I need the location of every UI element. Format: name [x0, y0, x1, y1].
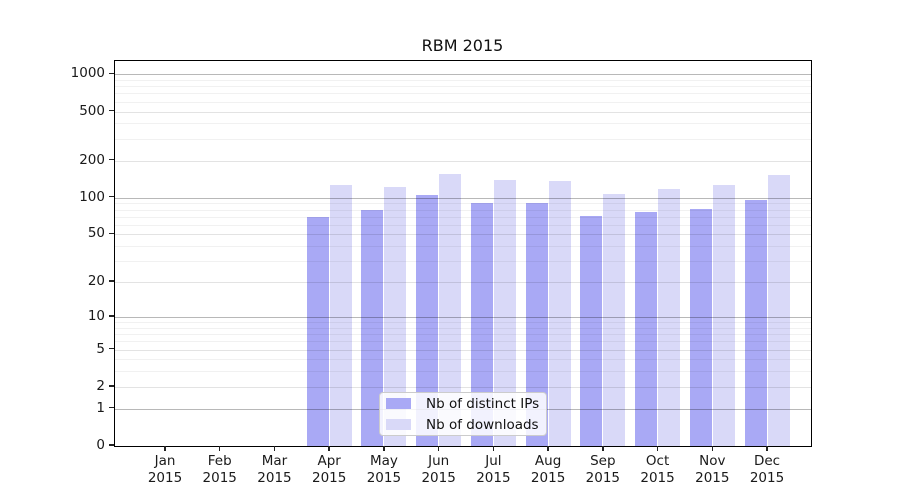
- x-tick-may: [383, 446, 384, 451]
- gridline-minor-800: [115, 86, 811, 87]
- x-tick-aug: [547, 446, 548, 451]
- gridline-minor-700: [115, 93, 811, 94]
- gridline-mid-500: [115, 112, 811, 113]
- gridline-minor-900: [115, 80, 811, 81]
- gridline-major-10: [115, 317, 811, 318]
- y-tick-label-1000: 1000: [35, 65, 105, 81]
- y-tick-label-10: 10: [35, 308, 105, 324]
- y-tick-label-20: 20: [35, 273, 105, 289]
- gridline-minor-6: [115, 341, 811, 342]
- y-tick-label-200: 200: [35, 152, 105, 168]
- gridline-minor-80: [115, 210, 811, 211]
- gridline-mid-200: [115, 161, 811, 162]
- x-tick-jan: [164, 446, 165, 451]
- gridline-mid-2: [115, 387, 811, 388]
- legend-entry-downloads: Nb of downloads: [386, 417, 546, 433]
- x-tick-sep: [602, 446, 603, 451]
- y-tick-label-500: 500: [35, 103, 105, 119]
- bar-downloads-aug: [549, 181, 571, 446]
- x-tick-oct: [657, 446, 658, 451]
- y-tick-1: [109, 407, 114, 408]
- gridline-minor-40: [115, 246, 811, 247]
- gridline-minor-400: [115, 123, 811, 124]
- gridline-minor-7: [115, 334, 811, 335]
- gridline-major-100: [115, 198, 811, 199]
- chart-canvas: RBM 2015 01251020501002005001000Jan 2015…: [0, 0, 900, 500]
- gridline-minor-8: [115, 328, 811, 329]
- plot-area: [114, 60, 812, 447]
- gridline-minor-4: [115, 359, 811, 360]
- x-tick-nov: [712, 446, 713, 451]
- bar-downloads-nov: [713, 185, 735, 446]
- y-tick-50: [109, 233, 114, 234]
- gridline-minor-9: [115, 322, 811, 323]
- legend-entry-distinct-ips: Nb of distinct IPs: [386, 396, 546, 412]
- y-tick-label-50: 50: [35, 225, 105, 241]
- gridline-minor-3: [115, 371, 811, 372]
- gridline-mid-50: [115, 234, 811, 235]
- x-tick-dec: [766, 446, 767, 451]
- gridline-mid-5: [115, 350, 811, 351]
- y-tick-200: [109, 159, 114, 160]
- y-tick-label-0: 0: [35, 437, 105, 453]
- x-tick-label-dec: Dec 2015: [732, 453, 802, 487]
- y-tick-label-5: 5: [35, 341, 105, 357]
- gridline-minor-300: [115, 139, 811, 140]
- y-tick-0: [109, 444, 114, 445]
- y-tick-100: [109, 196, 114, 197]
- gridline-minor-30: [115, 261, 811, 262]
- y-tick-2: [109, 385, 114, 386]
- x-tick-apr: [328, 446, 329, 451]
- y-tick-label-2: 2: [35, 378, 105, 394]
- gridline-minor-90: [115, 203, 811, 204]
- x-tick-mar: [274, 446, 275, 451]
- bar-distinct-ips-sep: [580, 216, 602, 446]
- y-tick-1000: [109, 73, 114, 74]
- legend: Nb of distinct IPs Nb of downloads: [379, 392, 547, 436]
- gridline-mid-20: [115, 282, 811, 283]
- legend-label-downloads: Nb of downloads: [426, 417, 539, 433]
- legend-swatch-downloads: [386, 419, 411, 430]
- legend-swatch-distinct-ips: [386, 398, 411, 409]
- y-tick-10: [109, 315, 114, 316]
- gridline-major-1000: [115, 74, 811, 75]
- gridline-minor-60: [115, 225, 811, 226]
- y-tick-label-100: 100: [35, 189, 105, 205]
- y-tick-label-1: 1: [35, 400, 105, 416]
- bar-distinct-ips-apr: [307, 217, 329, 446]
- gridline-minor-70: [115, 217, 811, 218]
- x-tick-feb: [219, 446, 220, 451]
- y-tick-5: [109, 348, 114, 349]
- y-tick-20: [109, 280, 114, 281]
- x-tick-jul: [493, 446, 494, 451]
- x-tick-jun: [438, 446, 439, 451]
- chart-title: RBM 2015: [114, 36, 811, 56]
- gridline-minor-600: [115, 102, 811, 103]
- y-tick-500: [109, 110, 114, 111]
- legend-label-distinct-ips: Nb of distinct IPs: [426, 396, 539, 412]
